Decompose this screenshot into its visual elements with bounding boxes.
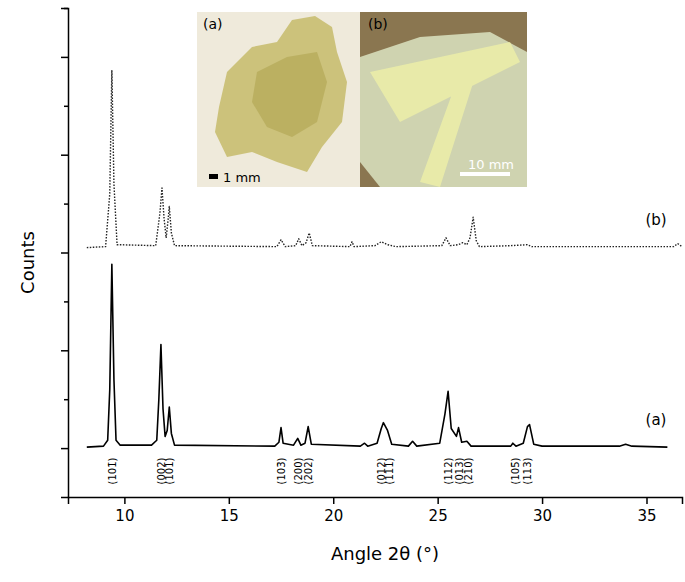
series-label: (b): [645, 211, 666, 229]
x-axis: 10 15 20 25 30 35: [69, 497, 683, 525]
x-tick: 15: [220, 497, 239, 525]
inset-label: (a): [203, 16, 223, 32]
y-axis: [61, 9, 69, 498]
peak-index-label: (113): [522, 457, 533, 484]
y-tick-mark: [64, 8, 68, 10]
y-tick-mark: [61, 57, 68, 59]
peak-index-label: (105̄): [510, 457, 521, 484]
y-tick-mark: [64, 399, 68, 401]
y-tick: [64, 301, 68, 302]
inset-panel-b: (b) 10 mm: [360, 12, 527, 187]
inset-label: (b): [368, 16, 388, 32]
x-tick-mark: [646, 497, 648, 504]
y-tick-mark: [61, 252, 68, 254]
x-tick-label: 30: [533, 507, 552, 525]
x-tick: 10: [115, 497, 134, 525]
peak-index-label: (103̄): [276, 457, 287, 484]
chart: 101520253035(a)(b)(101̄)(002)(101)(103̄)…: [0, 0, 685, 582]
scale-label: 10 mm: [468, 157, 514, 172]
photo-background: [360, 12, 527, 187]
y-tick: [61, 253, 68, 254]
y-tick-mark: [64, 301, 68, 303]
y-tick: [64, 106, 68, 107]
x-tick-mark: [124, 497, 126, 504]
x-tick-mark: [229, 497, 231, 504]
photo-specimen-shade: [252, 52, 327, 137]
scale-bar: [460, 172, 510, 176]
series-line: [87, 264, 668, 447]
peak-index-label: (101̄): [107, 457, 118, 484]
y-tick: [61, 448, 68, 449]
y-tick: [61, 350, 68, 351]
inset: (a) 1 mm (b) 10 mm: [197, 12, 527, 187]
x-tick: 30: [533, 497, 552, 525]
photo-background: [197, 12, 360, 187]
y-tick-mark: [64, 203, 68, 205]
y-axis-title: Counts: [17, 231, 38, 294]
y-tick-mark: [61, 154, 68, 156]
peak-index-label: (200): [293, 457, 304, 484]
scale-bar: [209, 174, 218, 179]
plot-area: 101520253035(a)(b)(101̄)(002)(101)(103̄)…: [61, 9, 683, 525]
scale-label: 1 mm: [223, 170, 261, 185]
photo-crystal: [360, 32, 527, 187]
photo-crystal-highlight: [370, 42, 520, 187]
y-tick-mark: [61, 448, 68, 450]
x-axis-title: Angle 2θ (°): [331, 543, 439, 564]
series-label: (a): [646, 411, 667, 429]
peak-index-label: (111): [384, 457, 395, 484]
x-tick-mark: [333, 497, 335, 504]
x-tick-label: 25: [429, 507, 448, 525]
x-tick-label: 20: [324, 507, 343, 525]
y-tick: [61, 155, 68, 156]
y-tick: [64, 399, 68, 400]
x-tick-label: 35: [637, 507, 656, 525]
x-tick-mark: [542, 497, 544, 504]
inset-panel-a: (a) 1 mm: [197, 12, 360, 187]
y-tick-mark: [61, 350, 68, 352]
x-tick-label: 15: [220, 507, 239, 525]
y-tick: [64, 204, 68, 205]
peak-index-label: (101): [164, 457, 175, 484]
x-tick-mark: [437, 497, 439, 504]
peak-index-label: (210): [463, 457, 474, 484]
y-tick-mark: [64, 106, 68, 108]
photo-specimen: [215, 16, 347, 172]
x-tick-label: 10: [115, 507, 134, 525]
x-tick: 35: [637, 497, 656, 525]
peak-index-label: (202): [303, 457, 314, 484]
peak-index-label: (112): [443, 457, 454, 484]
y-tick: [64, 8, 68, 9]
x-axis-line: [69, 498, 683, 505]
x-tick: 25: [429, 497, 448, 525]
y-axis-line: [61, 9, 69, 498]
y-tick: [61, 57, 68, 58]
x-tick: 20: [324, 497, 343, 525]
